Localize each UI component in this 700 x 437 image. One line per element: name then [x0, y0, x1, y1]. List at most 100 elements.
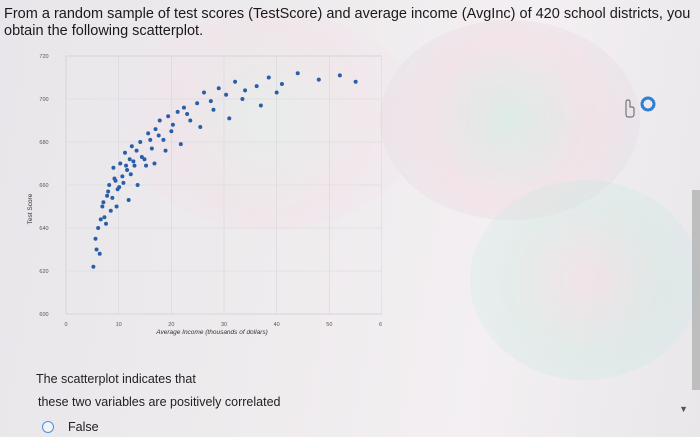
- scrollbar[interactable]: [692, 190, 700, 390]
- data-point: [185, 112, 190, 117]
- data-point: [111, 165, 116, 170]
- data-point: [114, 204, 119, 209]
- data-point: [166, 114, 171, 119]
- grid-lines: [65, 55, 382, 315]
- y-tick-label: 640: [39, 226, 48, 232]
- y-tick-label: 720: [39, 54, 48, 60]
- prompt-line-2: these two variables are positively corre…: [38, 395, 281, 409]
- data-point: [295, 71, 300, 76]
- data-point: [195, 101, 200, 106]
- data-point: [108, 208, 113, 213]
- data-point: [152, 161, 157, 166]
- data-point: [96, 226, 101, 230]
- data-point: [149, 146, 154, 151]
- data-point: [139, 155, 144, 160]
- data-point: [201, 90, 206, 95]
- data-point: [163, 148, 168, 153]
- data-point: [337, 73, 342, 78]
- data-point: [227, 116, 232, 121]
- data-point: [188, 118, 193, 123]
- option-false-label: False: [68, 420, 99, 434]
- data-point: [175, 109, 180, 114]
- data-point: [353, 79, 358, 84]
- x-tick-label: 50: [326, 322, 332, 328]
- data-point: [118, 161, 123, 166]
- data-point: [254, 84, 259, 89]
- data-point: [135, 183, 140, 187]
- x-tick-label: 30: [221, 322, 227, 328]
- moire-background: [380, 20, 640, 220]
- data-point: [316, 77, 321, 82]
- data-point: [124, 163, 129, 168]
- data-point: [100, 204, 105, 209]
- x-tick-label: 10: [116, 322, 122, 328]
- data-point: [93, 236, 98, 241]
- data-point: [120, 174, 125, 179]
- y-tick-label: 620: [39, 269, 48, 275]
- x-tick-label: 40: [274, 322, 280, 328]
- x-axis-label: Average Income (thousands of dollars): [155, 329, 268, 336]
- data-point: [274, 90, 279, 95]
- data-point: [156, 133, 161, 138]
- chevron-down-icon[interactable]: ▼: [679, 404, 688, 414]
- data-point: [125, 167, 130, 172]
- data-point: [170, 122, 175, 127]
- x-tick-label: 20: [168, 322, 174, 328]
- y-tick-label: 660: [39, 183, 48, 189]
- data-point: [104, 221, 109, 226]
- data-point: [233, 79, 238, 84]
- data-point: [98, 217, 103, 222]
- data-points: [91, 71, 358, 269]
- data-point: [157, 118, 162, 123]
- data-point: [131, 159, 136, 164]
- prompt-line-1: The scatterplot indicates that: [36, 372, 196, 386]
- data-point: [112, 176, 117, 181]
- data-point: [101, 200, 106, 205]
- x-tick-label: 0: [64, 322, 67, 328]
- data-point: [224, 92, 229, 97]
- data-point: [94, 247, 99, 252]
- y-tick-label: 700: [39, 97, 48, 103]
- x-axis-ticks: 0 10 20 30 40 50 60: [64, 322, 382, 328]
- option-false[interactable]: False: [42, 420, 99, 434]
- data-point: [121, 180, 126, 185]
- data-point: [146, 131, 151, 136]
- data-point: [117, 185, 122, 190]
- data-point: [161, 137, 166, 142]
- data-point: [91, 264, 96, 269]
- data-point: [208, 99, 213, 104]
- data-point: [169, 129, 174, 134]
- data-point: [129, 144, 134, 149]
- data-point: [258, 103, 263, 108]
- data-point: [110, 195, 115, 200]
- data-point: [134, 148, 139, 153]
- data-point: [127, 157, 132, 162]
- data-point: [107, 183, 112, 187]
- y-axis-ticks: 600 620 640 660 680 700 720: [39, 54, 48, 318]
- data-point: [279, 81, 284, 86]
- data-point: [266, 75, 271, 80]
- data-point: [211, 107, 216, 112]
- data-point: [144, 163, 149, 168]
- data-point: [153, 127, 158, 132]
- data-point: [106, 189, 111, 194]
- scatter-plot: 600 620 640 660 680 700 720 0 10 20 30 40 50 60 Aver…: [27, 54, 382, 336]
- y-tick-label: 680: [39, 140, 48, 146]
- x-tick-label: 60: [379, 322, 382, 328]
- data-point: [198, 124, 203, 129]
- question-text: From a random sample of test scores (Tes…: [4, 6, 691, 39]
- hand-pointer-icon: [625, 96, 656, 118]
- data-point: [128, 172, 133, 177]
- data-point: [126, 198, 131, 203]
- data-point: [138, 140, 143, 144]
- data-point: [132, 163, 137, 168]
- data-point: [102, 215, 107, 220]
- radio-false[interactable]: [42, 421, 54, 433]
- data-point: [122, 150, 127, 155]
- data-point: [148, 137, 153, 142]
- data-point: [243, 88, 248, 93]
- data-point: [240, 97, 245, 101]
- y-tick-label: 600: [39, 312, 48, 318]
- data-point: [178, 142, 183, 147]
